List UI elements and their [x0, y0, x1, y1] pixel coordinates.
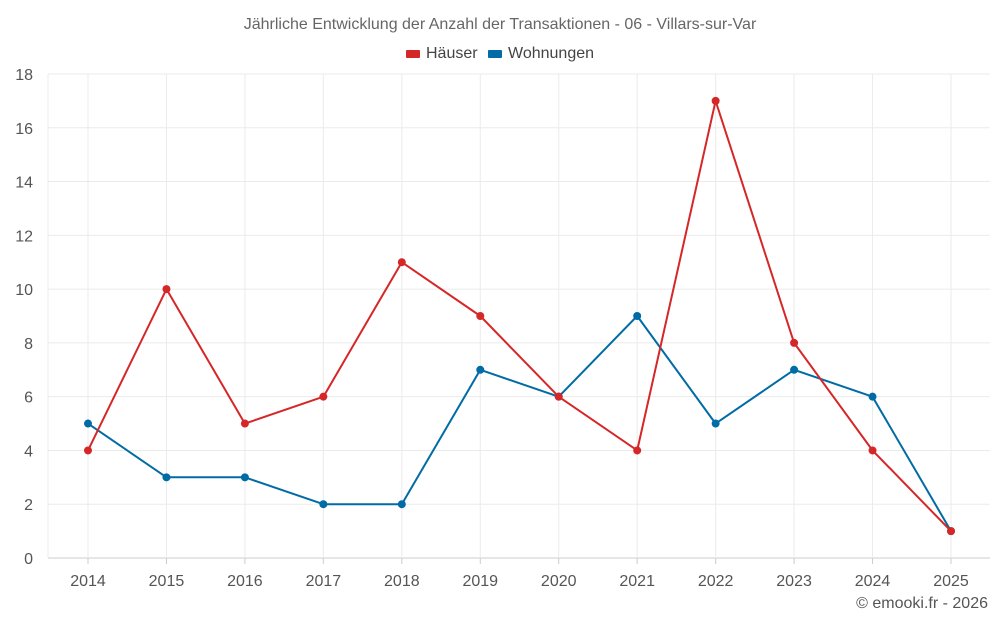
data-point-wohnungen [711, 419, 720, 428]
data-point-wohnungen [476, 365, 485, 374]
data-point-wohnungen [397, 500, 406, 509]
data-point-haeuser [240, 419, 249, 428]
y-tick-label: 18 [15, 67, 33, 84]
data-point-wohnungen [868, 392, 877, 401]
x-tick-label: 2025 [933, 573, 969, 590]
y-tick-label: 4 [24, 443, 33, 460]
x-tick-label: 2014 [70, 573, 106, 590]
data-point-haeuser [554, 392, 563, 401]
y-tick-label: 2 [24, 497, 33, 514]
legend-swatch-haeuser [405, 50, 420, 58]
y-tick-label: 8 [24, 336, 33, 353]
x-tick-label: 2023 [776, 573, 812, 590]
legend-label-haeuser: Häuser [425, 45, 478, 62]
x-tick-label: 2024 [855, 573, 891, 590]
credit-text: © emooki.fr - 2026 [856, 595, 988, 612]
series-line-haeuser [87, 99, 952, 532]
data-point-wohnungen [633, 312, 642, 320]
data-point-haeuser [319, 392, 328, 401]
y-tick-label: 14 [15, 175, 33, 192]
y-tick-label: 6 [24, 390, 33, 407]
y-tick-label: 12 [15, 228, 33, 245]
x-tick-label: 2021 [619, 573, 655, 590]
y-tick-label: 10 [15, 282, 33, 299]
chart-legend: Häuser Wohnungen [0, 45, 1000, 63]
data-point-haeuser [162, 285, 171, 294]
x-tick-label: 2019 [462, 573, 498, 590]
data-point-wohnungen [162, 473, 171, 482]
data-point-haeuser [947, 527, 955, 536]
data-point-haeuser [84, 446, 92, 455]
legend-item-haeuser[interactable]: Häuser [405, 45, 478, 63]
data-point-wohnungen [84, 419, 92, 428]
x-tick-label: 2015 [149, 573, 185, 590]
data-point-haeuser [868, 446, 877, 455]
data-point-haeuser [633, 446, 642, 455]
y-tick-label: 16 [15, 121, 33, 138]
x-tick-label: 2022 [698, 573, 734, 590]
data-point-wohnungen [319, 500, 328, 509]
legend-item-wohnungen[interactable]: Wohnungen [488, 45, 594, 63]
data-point-haeuser [397, 258, 406, 267]
x-tick-label: 2020 [541, 573, 577, 590]
legend-swatch-wohnungen [488, 50, 503, 58]
x-tick-label: 2017 [306, 573, 342, 590]
data-point-haeuser [790, 338, 799, 347]
series-line-wohnungen [87, 315, 952, 532]
chart-title: Jährliche Entwicklung der Anzahl der Tra… [243, 16, 757, 33]
data-point-wohnungen [240, 473, 249, 482]
data-point-haeuser [476, 312, 485, 320]
y-tick-label: 0 [24, 551, 33, 568]
x-tick-label: 2018 [384, 573, 420, 590]
data-point-haeuser [711, 96, 720, 105]
x-tick-label: 2016 [227, 573, 263, 590]
legend-label-wohnungen: Wohnungen [508, 45, 595, 62]
data-point-wohnungen [790, 365, 799, 374]
